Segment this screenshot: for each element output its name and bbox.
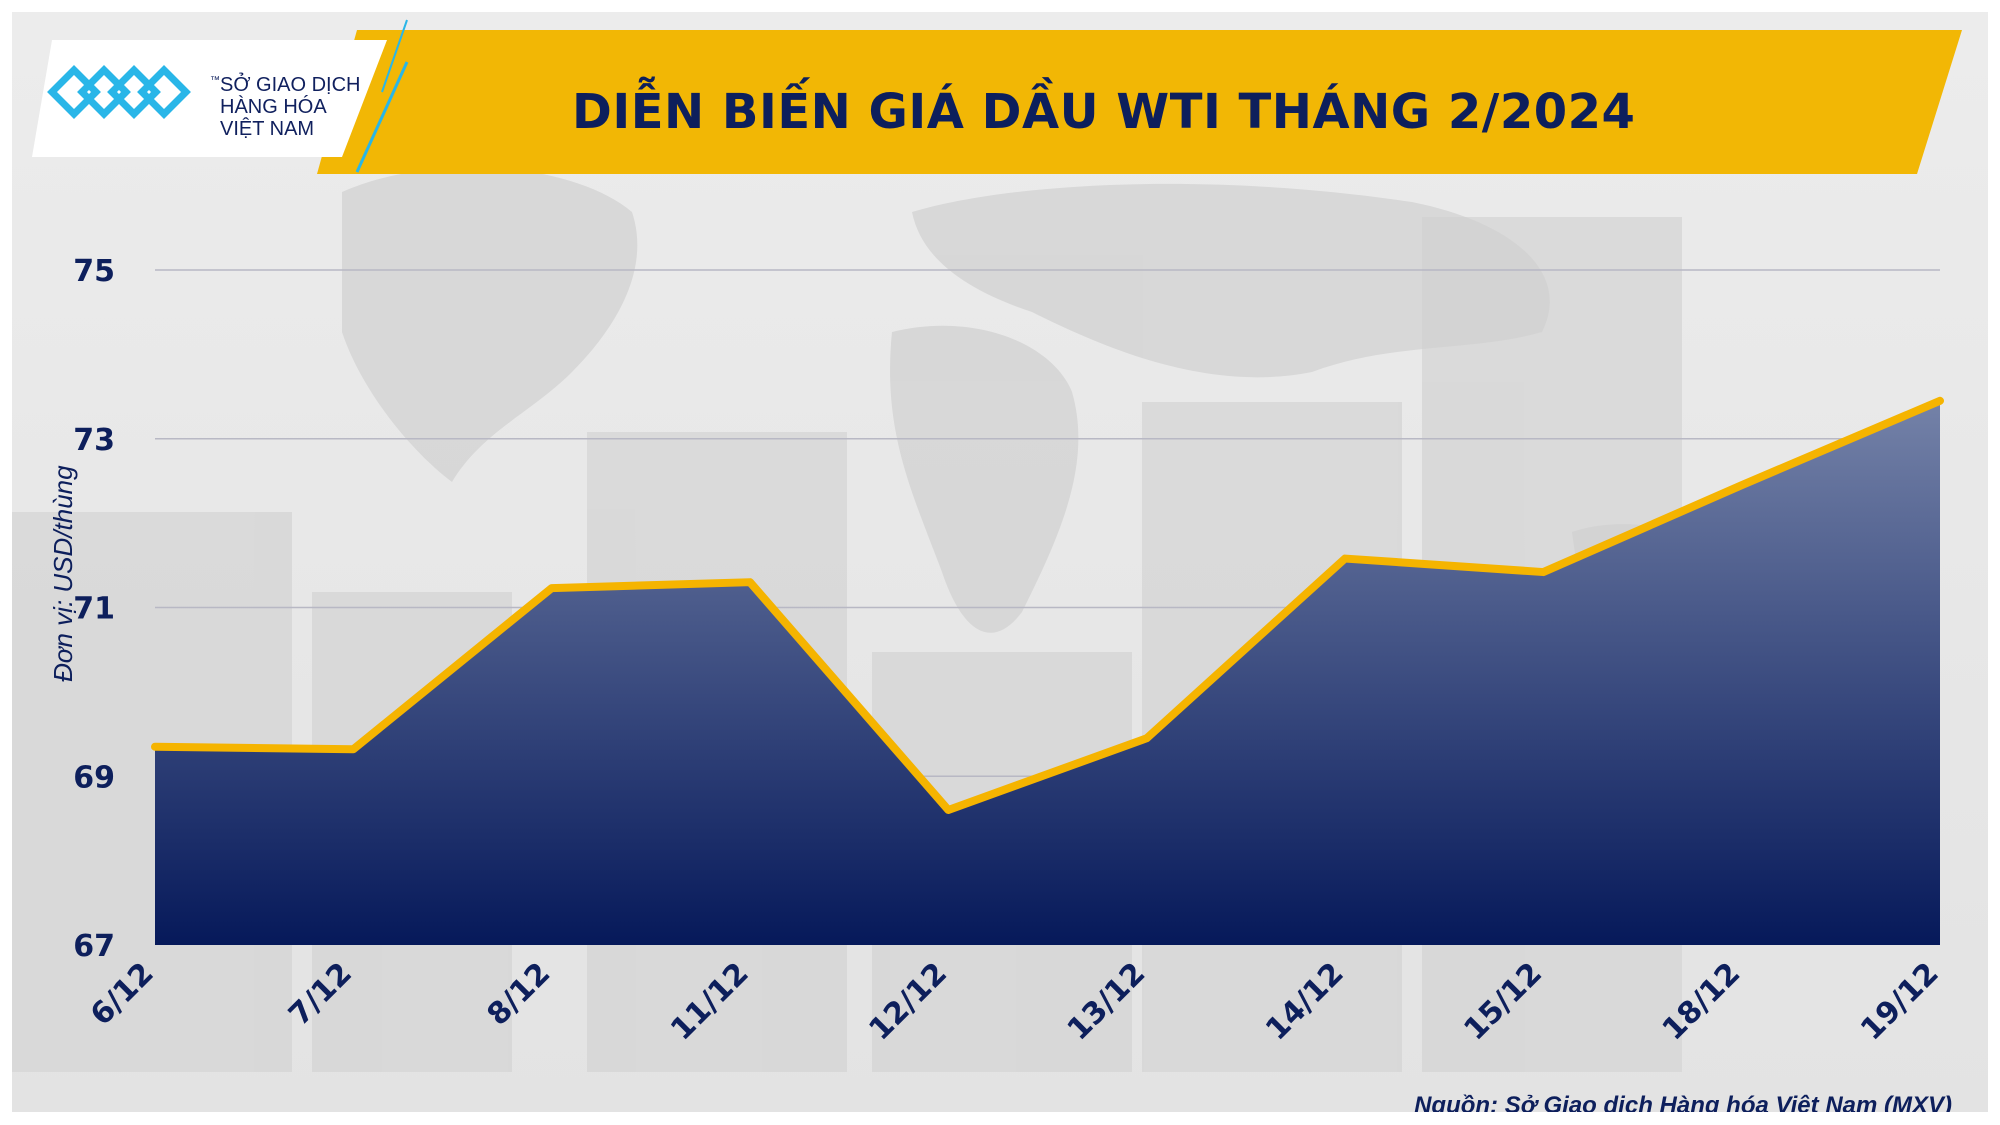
x-tick-label: 13/12 — [1061, 956, 1153, 1048]
logo-trademark: ™ — [210, 75, 220, 86]
x-tick-label: 6/12 — [84, 956, 161, 1033]
logo-mark-icon — [47, 65, 191, 119]
mxv-logo: ™ SỞ GIAO DỊCH HÀNG HÓA VIỆT NAM — [42, 52, 361, 140]
header-banner — [32, 19, 1962, 174]
y-tick-label: 75 — [73, 254, 115, 289]
x-tick-label: 12/12 — [862, 956, 954, 1048]
data-point — [1540, 569, 1547, 576]
y-tick-label: 73 — [73, 423, 115, 458]
logo-line-3: VIỆT NAM — [220, 118, 315, 140]
area-chart: 67 69 71 73 75 6/12 7/12 8/12 11/12 12/12 13/12 14… — [73, 254, 1946, 1048]
x-tick-label: 11/12 — [664, 956, 756, 1048]
y-tick-label: 71 — [73, 592, 115, 627]
x-tick-label: 7/12 — [282, 956, 359, 1033]
y-tick-label: 67 — [73, 929, 115, 964]
data-point — [548, 585, 555, 592]
data-point — [152, 743, 158, 750]
y-tick-label: 69 — [73, 760, 115, 795]
x-tick-label: 19/12 — [1854, 956, 1946, 1048]
data-point — [747, 579, 753, 586]
logo-line-2: HÀNG HÓA — [220, 96, 327, 118]
price-area — [155, 400, 1940, 945]
logo-line-1: SỞ GIAO DỊCH — [220, 74, 361, 96]
price-line — [151, 396, 1944, 814]
data-point — [1342, 555, 1348, 562]
x-tick-label: 14/12 — [1259, 956, 1351, 1048]
data-point — [1937, 397, 1943, 404]
x-tick-label: 18/12 — [1656, 956, 1748, 1048]
data-point — [350, 746, 357, 753]
data-point — [1143, 735, 1150, 742]
data-point — [945, 807, 952, 813]
chart-frame: ™ SỞ GIAO DỊCH HÀNG HÓA VIỆT NAM DIỄN BI… — [12, 12, 1988, 1112]
data-point — [1738, 482, 1745, 489]
chart-title: DIỄN BIẾN GIÁ DẦU WTI THÁNG 2/2024 — [572, 84, 1636, 140]
x-tick-label: 15/12 — [1457, 956, 1549, 1048]
source-note: Nguồn: Sở Giao dịch Hàng hóa Việt Nam (M… — [1414, 1092, 1952, 1112]
x-tick-label: 8/12 — [481, 956, 558, 1033]
